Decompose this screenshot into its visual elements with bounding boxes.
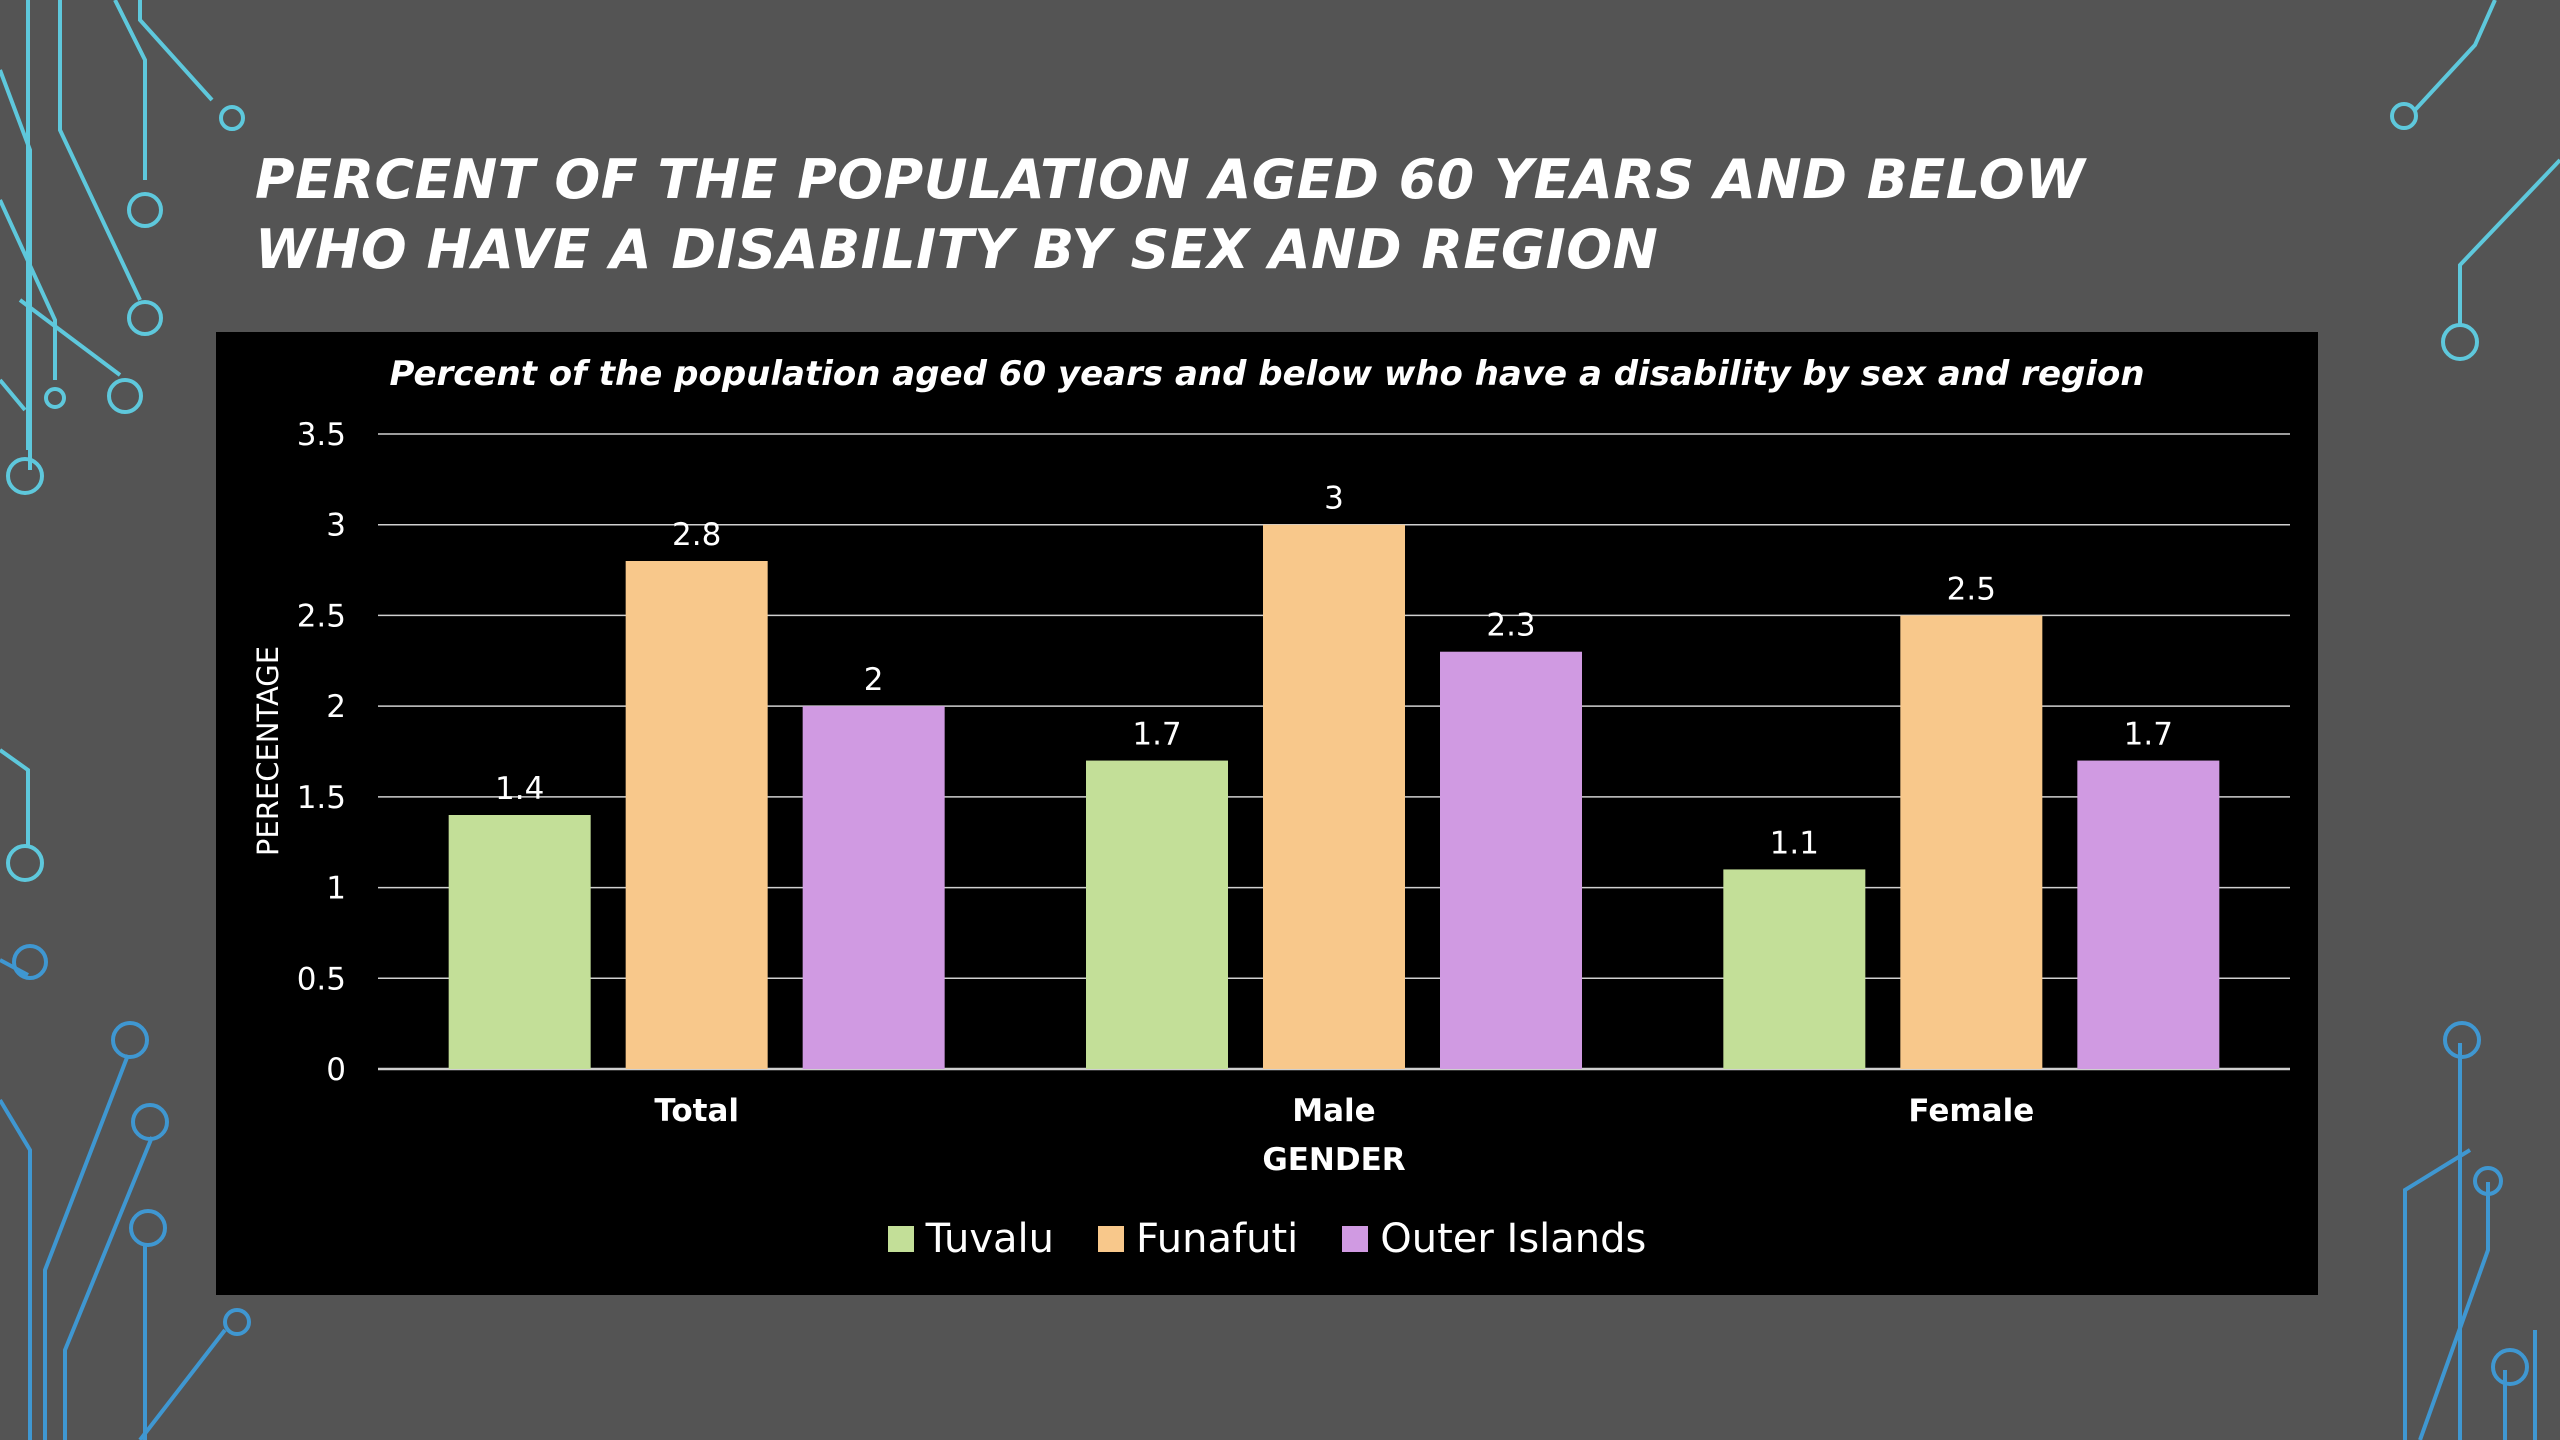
circuit-node	[219, 105, 245, 131]
x-tick-label: Total	[654, 1093, 739, 1129]
bar-outer-islands	[2077, 760, 2220, 1069]
bar-tuvalu	[1086, 760, 1228, 1069]
bar-tuvalu	[1723, 869, 1866, 1069]
slide-title: PERCENT OF THE POPULATION AGED 60 YEARS …	[255, 148, 2086, 281]
legend-label: Tuvalu	[925, 1216, 1054, 1262]
circuit-node	[2443, 1021, 2481, 1059]
y-tick-label: 0.5	[297, 961, 346, 997]
circuit-node	[6, 844, 44, 882]
chart-legend: Tuvalu Funafuti Outer Islands	[216, 1216, 2318, 1262]
y-tick-label: 1	[326, 871, 346, 907]
bar-funafuti	[625, 561, 768, 1069]
y-tick-label: 3.5	[297, 417, 346, 453]
circuit-trace	[2413, 0, 2497, 112]
circuit-node	[6, 457, 44, 495]
chart-panel: Percent of the population aged 60 years …	[216, 332, 2318, 1295]
circuit-trace	[2403, 1148, 2472, 1440]
data-label: 1.7	[1132, 717, 1181, 753]
legend-swatch	[887, 1226, 914, 1252]
circuit-trace	[58, 0, 142, 301]
circuit-node	[223, 1308, 251, 1336]
circuit-trace	[63, 1136, 154, 1440]
circuit-node	[2491, 1348, 2529, 1386]
legend-item: Tuvalu	[887, 1216, 1054, 1262]
data-label: 2	[864, 662, 884, 698]
bar-funafuti	[1263, 524, 1405, 1069]
legend-swatch	[1342, 1226, 1369, 1252]
y-tick-label: 2	[326, 689, 346, 725]
circuit-trace	[43, 1054, 130, 1440]
data-label: 1.4	[495, 771, 544, 807]
x-tick-label: Male	[1292, 1093, 1375, 1129]
circuit-trace	[0, 378, 27, 412]
bar-funafuti	[1900, 615, 2043, 1069]
circuit-trace	[0, 748, 30, 845]
y-tick-label: 1.5	[297, 780, 346, 816]
data-label: 1.7	[2124, 717, 2173, 753]
bar-outer-islands	[1440, 651, 1582, 1069]
bar-chart: Percent of the population aged 60 years …	[251, 354, 2290, 1178]
circuit-trace	[113, 0, 147, 180]
data-label: 3	[1324, 481, 1344, 517]
legend-item: Outer Islands	[1342, 1216, 1646, 1262]
circuit-node	[127, 192, 163, 228]
circuit-node	[12, 944, 48, 980]
circuit-node	[2473, 1166, 2503, 1196]
circuit-node	[107, 378, 143, 414]
circuit-node	[127, 300, 163, 336]
bar-tuvalu	[448, 815, 591, 1069]
circuit-node	[44, 387, 66, 409]
circuit-trace	[0, 1098, 32, 1440]
y-axis-label: PERECENTAGE	[251, 646, 285, 856]
legend-label: Funafuti	[1135, 1216, 1299, 1262]
data-label: 2.3	[1486, 608, 1535, 644]
y-tick-label: 2.5	[297, 598, 346, 634]
circuit-trace	[0, 199, 57, 380]
circuit-node	[131, 1103, 169, 1141]
circuit-node	[2441, 323, 2479, 361]
circuit-trace	[2418, 1182, 2490, 1440]
circuit-node	[2390, 102, 2418, 130]
chart-title: Percent of the population aged 60 years …	[389, 354, 2144, 394]
bar-outer-islands	[802, 706, 945, 1069]
x-axis-label: GENDER	[1262, 1142, 1405, 1178]
circuit-node	[129, 1209, 167, 1247]
legend-label: Outer Islands	[1380, 1216, 1647, 1262]
circuit-trace	[0, 69, 32, 470]
circuit-trace	[18, 298, 122, 377]
x-tick-label: Female	[1908, 1093, 2034, 1129]
circuit-trace	[138, 1328, 227, 1440]
circuit-trace	[2458, 158, 2560, 325]
y-tick-label: 0	[326, 1052, 346, 1088]
data-label: 2.5	[1947, 571, 1996, 607]
data-label: 1.1	[1770, 825, 1819, 861]
circuit-node	[111, 1021, 149, 1059]
y-tick-label: 3	[326, 508, 346, 544]
data-label: 2.8	[672, 517, 721, 553]
circuit-trace	[138, 0, 214, 102]
legend-swatch	[1097, 1226, 1124, 1252]
legend-item: Funafuti	[1097, 1216, 1299, 1262]
